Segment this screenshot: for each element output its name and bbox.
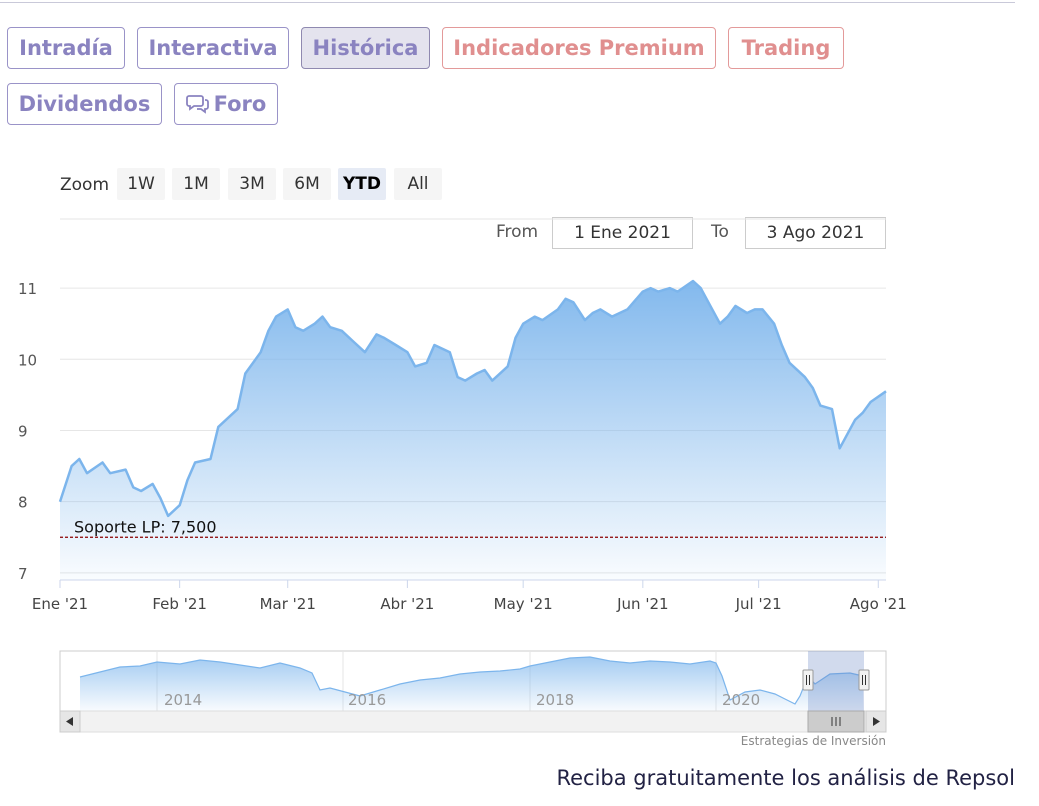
scroll-right-arrow-icon: [873, 717, 880, 726]
tab-indicadores-premium[interactable]: Indicadores Premium: [442, 27, 716, 69]
tab-label: Interactiva: [148, 36, 278, 60]
navigator-handle: [802, 669, 814, 691]
range-to-input[interactable]: 3 Ago 2021: [745, 217, 886, 249]
tab-intradia[interactable]: Intradía: [7, 27, 125, 69]
navigator-year-label: 2016: [348, 691, 386, 709]
navigator-area: [80, 657, 863, 711]
zoom-3m-button[interactable]: 3M: [228, 168, 276, 200]
x-tick-label: Jun '21: [616, 595, 668, 613]
tab-label: Dividendos: [18, 92, 151, 116]
chat-bubbles-icon: [185, 95, 209, 114]
tab-label: Histórica: [312, 36, 419, 60]
range-from-label: From: [496, 222, 539, 242]
tab-interactiva[interactable]: Interactiva: [137, 27, 289, 69]
navigator-line: [79, 656, 864, 705]
footer-text: Reciba gratuitamente los análisis de Rep…: [556, 766, 1015, 790]
y-tick-label: 8: [18, 494, 28, 512]
x-tick-label: Ago '21: [850, 595, 907, 613]
y-tick-label: 7: [18, 565, 28, 583]
support-label: Soporte LP: 7,500: [74, 517, 217, 536]
y-tick-label: 9: [18, 422, 28, 440]
tab-historica[interactable]: Histórica: [301, 27, 430, 69]
x-tick-label: Ene '21: [32, 595, 88, 613]
zoom-6m-button[interactable]: 6M: [283, 168, 331, 200]
tab-trading[interactable]: Trading: [728, 27, 844, 69]
y-tick-label: 11: [18, 280, 37, 298]
x-tick-label: Mar '21: [260, 595, 316, 613]
x-tick-label: May '21: [494, 595, 553, 613]
tab-label: Foro: [213, 92, 267, 116]
scrollbar-track: [59, 710, 887, 733]
navigator-year-label: 2020: [722, 691, 760, 709]
price-area: [60, 281, 886, 580]
range-from-input[interactable]: 1 Ene 2021: [552, 217, 693, 249]
tab-dividendos[interactable]: Dividendos: [7, 83, 162, 125]
scroll-left-arrow-icon: [66, 717, 73, 726]
zoom-ytd-button[interactable]: YTD: [338, 168, 386, 200]
top-divider: [0, 2, 1015, 3]
tab-label: Intradía: [19, 36, 113, 60]
navigator-year-label: 2014: [164, 691, 202, 709]
price-line: [58, 279, 887, 518]
x-tick-label: Jul '21: [735, 595, 782, 613]
navigator-selection: [808, 651, 864, 711]
zoom-label: Zoom: [60, 175, 110, 195]
tab-label: Indicadores Premium: [453, 36, 705, 60]
zoom-1m-button[interactable]: 1M: [172, 168, 220, 200]
tab-label: Trading: [741, 36, 831, 60]
zoom-1w-button[interactable]: 1W: [117, 168, 165, 200]
x-tick-label: Feb '21: [152, 595, 207, 613]
range-to-label: To: [711, 222, 729, 242]
y-tick-label: 10: [18, 351, 37, 369]
zoom-all-button[interactable]: All: [394, 168, 442, 200]
chart-credit: Estrategias de Inversión: [740, 734, 886, 748]
navigator-handle: [858, 669, 870, 691]
navigator-year-label: 2018: [536, 691, 574, 709]
x-tick-label: Abr '21: [380, 595, 434, 613]
tab-foro[interactable]: Foro: [174, 83, 278, 125]
